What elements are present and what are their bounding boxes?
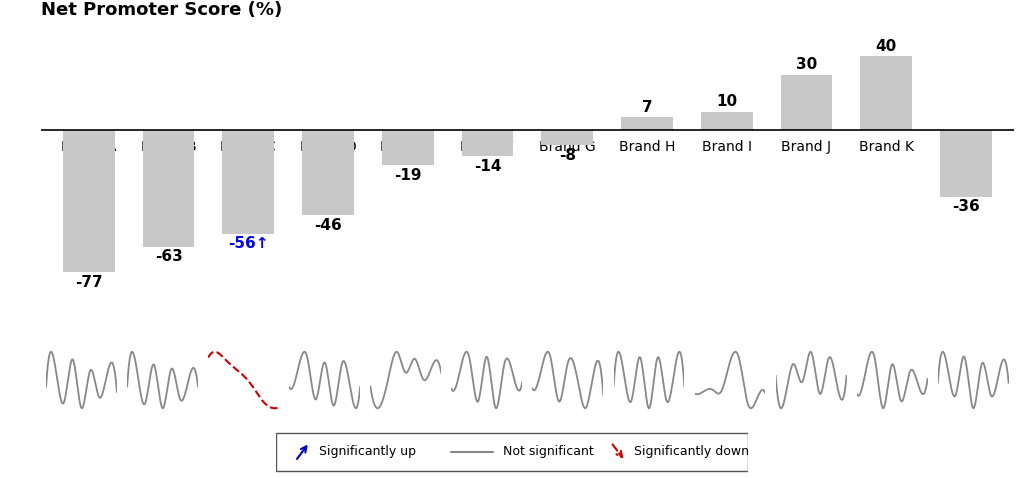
Text: -77: -77 xyxy=(75,275,102,290)
Bar xyxy=(780,75,833,130)
Bar xyxy=(621,117,673,130)
Bar xyxy=(382,130,434,165)
Text: -56↑: -56↑ xyxy=(228,236,268,251)
Text: 30: 30 xyxy=(796,57,817,72)
Text: Not significant: Not significant xyxy=(503,445,593,458)
Text: Significantly up: Significantly up xyxy=(318,445,416,458)
Text: -14: -14 xyxy=(474,159,501,174)
Bar xyxy=(142,130,195,247)
Text: 40: 40 xyxy=(876,39,897,54)
Bar xyxy=(700,112,753,130)
Bar xyxy=(462,130,513,156)
FancyBboxPatch shape xyxy=(276,433,748,471)
Bar xyxy=(302,130,354,215)
Text: 10: 10 xyxy=(716,94,737,109)
Bar xyxy=(222,130,274,234)
Bar xyxy=(62,130,115,272)
Bar xyxy=(860,56,912,130)
Text: -36: -36 xyxy=(952,199,980,215)
Text: -63: -63 xyxy=(155,250,182,264)
Text: Net Promoter Score (%): Net Promoter Score (%) xyxy=(41,1,283,19)
Text: Significantly down: Significantly down xyxy=(635,445,750,458)
Text: -46: -46 xyxy=(314,218,342,233)
Text: -8: -8 xyxy=(559,148,575,163)
Text: -19: -19 xyxy=(394,168,422,183)
Text: 7: 7 xyxy=(642,99,652,115)
Bar xyxy=(940,130,992,196)
Bar xyxy=(542,130,593,145)
